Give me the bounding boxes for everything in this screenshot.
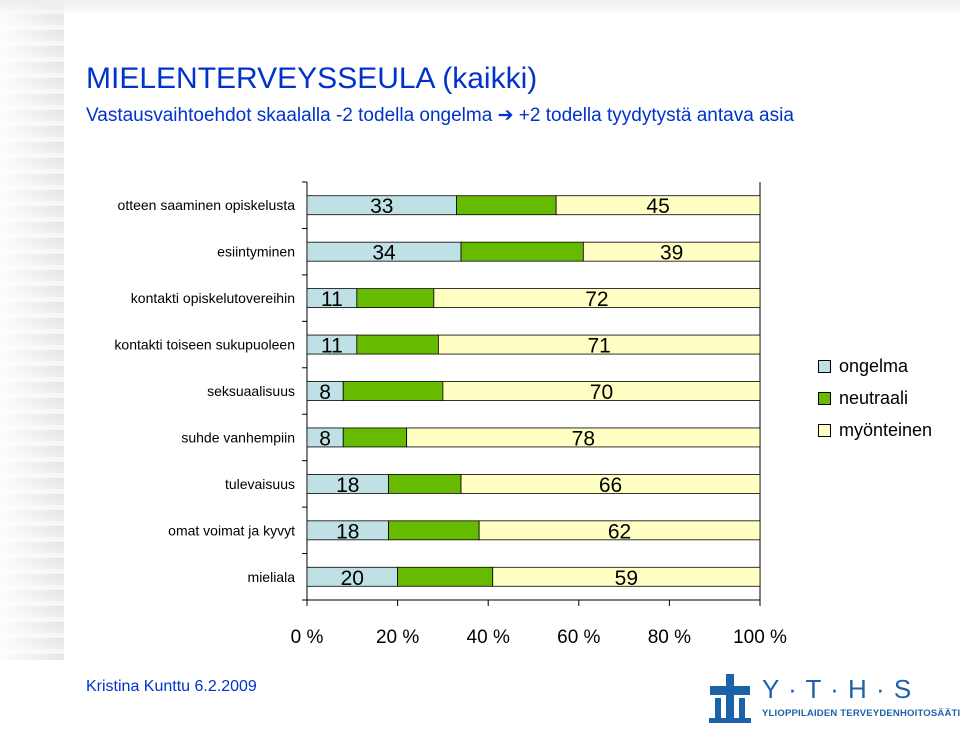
data-label: 20 bbox=[341, 567, 364, 590]
bar-segment bbox=[388, 473, 462, 494]
bar-segment bbox=[582, 241, 761, 262]
bar-segment bbox=[460, 241, 584, 262]
bar-segment bbox=[342, 381, 444, 401]
decorative-band-top bbox=[0, 0, 960, 16]
bar-segment bbox=[437, 334, 761, 355]
bar-segment bbox=[406, 427, 761, 448]
data-label: 39 bbox=[660, 242, 683, 265]
cross-pillars-icon bbox=[709, 674, 751, 723]
legend-item-neutraali: neutraali bbox=[818, 382, 948, 414]
chart-legend: ongelma neutraali myönteinen bbox=[818, 350, 948, 446]
bar-segment bbox=[356, 334, 439, 355]
data-label: 78 bbox=[572, 427, 595, 450]
data-label: 18 bbox=[336, 520, 359, 543]
category-label: mieliala bbox=[248, 569, 296, 585]
x-tick-label: 80 % bbox=[648, 627, 691, 648]
bar-segment bbox=[342, 427, 408, 448]
legend-swatch-neutraali bbox=[818, 391, 831, 405]
data-label: 66 bbox=[599, 474, 622, 497]
data-label: 34 bbox=[372, 242, 396, 265]
x-tick-label: 20 % bbox=[376, 627, 419, 648]
data-label: 8 bbox=[319, 427, 331, 450]
data-label: 33 bbox=[370, 195, 393, 218]
x-tick-label: 100 % bbox=[733, 627, 787, 648]
category-label: kontakti toiseen sukupuoleen bbox=[114, 337, 295, 353]
bar-segment bbox=[460, 473, 761, 494]
category-label: suhde vanhempiin bbox=[181, 429, 295, 445]
bar-segment bbox=[397, 566, 494, 587]
data-label: 70 bbox=[590, 381, 613, 404]
category-label: kontakti opiskelutovereihin bbox=[131, 290, 295, 306]
category-label: otteen saaminen opiskelusta bbox=[118, 197, 296, 213]
bar-segment bbox=[388, 520, 480, 541]
page-title: MIELENTERVEYSSEULA (kaikki) bbox=[86, 62, 538, 95]
x-tick-label: 40 % bbox=[467, 627, 510, 648]
data-label: 11 bbox=[321, 288, 343, 311]
logo-wordmark: Y · T · H · S bbox=[762, 674, 913, 704]
data-label: 8 bbox=[319, 381, 331, 404]
legend-label-myonteinen: myönteinen bbox=[839, 419, 933, 440]
data-label: 62 bbox=[608, 520, 631, 543]
bar-segment bbox=[478, 520, 761, 541]
bar-segment bbox=[356, 288, 435, 309]
stacked-bar-chart: 0 % 20 % 40 % 60 % 80 % 100 % otteen saaminen … bbox=[114, 181, 787, 648]
bar-segment bbox=[433, 288, 761, 309]
category-label: omat voimat ja kyvyt bbox=[168, 522, 295, 538]
bar-segment bbox=[492, 566, 761, 587]
decorative-stripes-left bbox=[0, 0, 64, 660]
legend-label-neutraali: neutraali bbox=[839, 387, 909, 408]
category-label: seksuaalisuus bbox=[207, 383, 295, 399]
data-label: 71 bbox=[588, 335, 611, 358]
legend-swatch-ongelma bbox=[818, 359, 831, 373]
yths-logo: Y · T · H · S YLIOPPILAIDEN TERVEYDENHOI… bbox=[706, 672, 960, 728]
bar-segment bbox=[555, 195, 761, 216]
bar-segment bbox=[456, 195, 557, 216]
legend-swatch-myonteinen bbox=[818, 423, 831, 437]
footer-author: Kristina Kunttu 6.2.2009 bbox=[86, 678, 257, 695]
category-label: esiintyminen bbox=[217, 244, 295, 260]
category-label: tulevaisuus bbox=[225, 476, 295, 492]
page-subtitle: Vastausvaihtoehdot skaalalla -2 todella … bbox=[86, 105, 794, 126]
legend-label-ongelma: ongelma bbox=[839, 355, 909, 376]
bar-segment bbox=[442, 381, 761, 401]
x-tick-label: 60 % bbox=[557, 627, 600, 648]
data-label: 45 bbox=[646, 195, 669, 218]
logo-organization: YLIOPPILAIDEN TERVEYDENHOITOSÄÄTIÖ bbox=[762, 708, 960, 719]
data-label: 11 bbox=[321, 335, 343, 358]
legend-item-myonteinen: myönteinen bbox=[818, 414, 948, 446]
legend-item-ongelma: ongelma bbox=[818, 350, 948, 382]
data-label: 18 bbox=[336, 474, 359, 497]
data-label: 72 bbox=[585, 288, 608, 311]
data-label: 59 bbox=[615, 567, 638, 590]
x-tick-label: 0 % bbox=[291, 627, 324, 648]
